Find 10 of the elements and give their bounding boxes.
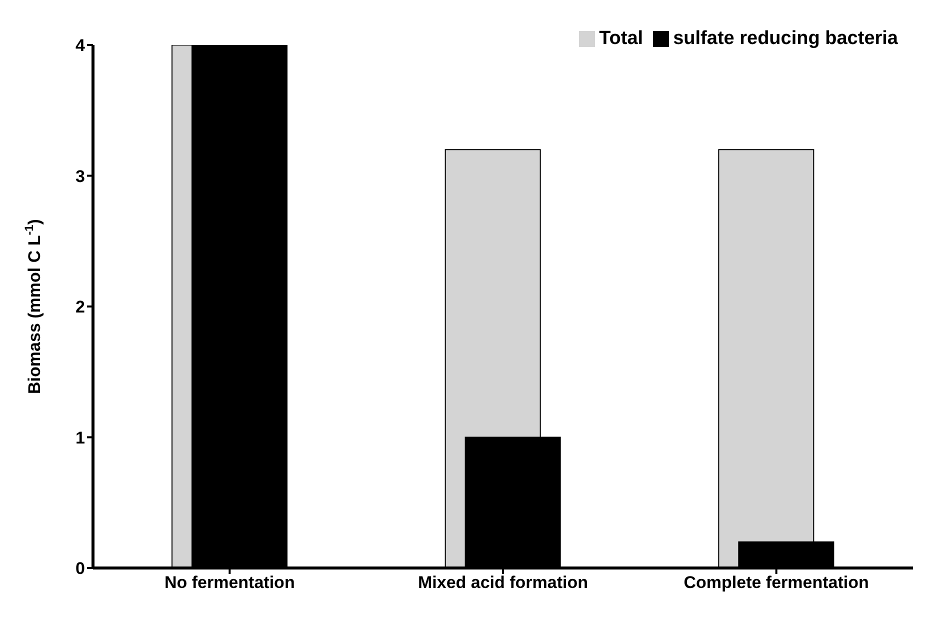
y-tick-label: 3 <box>76 166 85 186</box>
x-tick-label: Complete fermentation <box>684 573 869 592</box>
legend-label: sulfate reducing bacteria <box>673 28 898 49</box>
y-tick-label: 0 <box>76 559 85 578</box>
x-tick-label: No fermentation <box>164 573 295 592</box>
y-tick-label: 2 <box>76 298 85 317</box>
y-tick-label: 1 <box>76 428 85 448</box>
y-tick-label: 4 <box>76 36 86 56</box>
x-tick-label: Mixed acid formation <box>418 573 588 592</box>
legend-label: Total <box>599 28 644 49</box>
